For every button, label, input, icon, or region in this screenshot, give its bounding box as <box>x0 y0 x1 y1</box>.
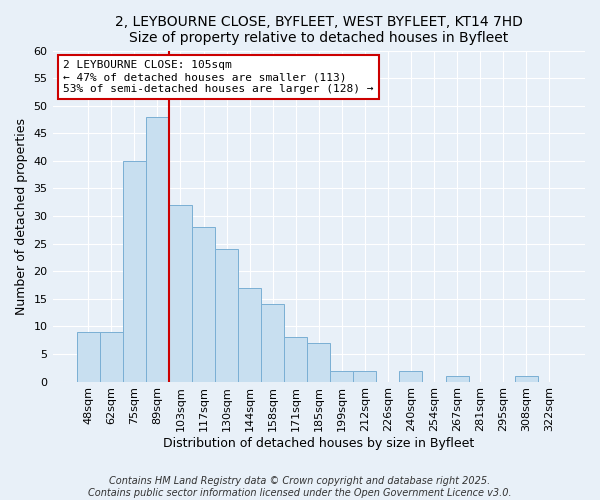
Bar <box>261 304 284 382</box>
Bar <box>123 161 146 382</box>
Bar <box>77 332 100 382</box>
Bar <box>515 376 538 382</box>
Bar <box>169 205 192 382</box>
Bar <box>353 370 376 382</box>
Bar <box>238 288 261 382</box>
Y-axis label: Number of detached properties: Number of detached properties <box>15 118 28 314</box>
Bar <box>192 227 215 382</box>
Title: 2, LEYBOURNE CLOSE, BYFLEET, WEST BYFLEET, KT14 7HD
Size of property relative to: 2, LEYBOURNE CLOSE, BYFLEET, WEST BYFLEE… <box>115 15 523 45</box>
Bar <box>330 370 353 382</box>
Bar <box>446 376 469 382</box>
Bar <box>400 370 422 382</box>
Bar <box>215 249 238 382</box>
X-axis label: Distribution of detached houses by size in Byfleet: Distribution of detached houses by size … <box>163 437 475 450</box>
Text: 2 LEYBOURNE CLOSE: 105sqm
← 47% of detached houses are smaller (113)
53% of semi: 2 LEYBOURNE CLOSE: 105sqm ← 47% of detac… <box>63 60 374 94</box>
Bar <box>100 332 123 382</box>
Bar <box>146 116 169 382</box>
Bar <box>307 343 330 382</box>
Bar <box>284 338 307 382</box>
Text: Contains HM Land Registry data © Crown copyright and database right 2025.
Contai: Contains HM Land Registry data © Crown c… <box>88 476 512 498</box>
